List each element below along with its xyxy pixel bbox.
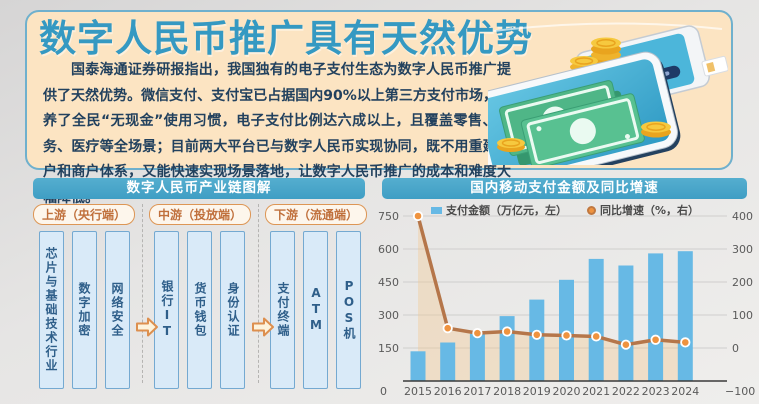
legend-marker-dot-icon — [586, 205, 596, 215]
chain-item-label: 网络安全 — [110, 282, 124, 338]
svg-text:−100: −100 — [725, 385, 755, 398]
svg-text:2021: 2021 — [582, 385, 610, 398]
chain-items: 芯片与基础技术行业 数字加密 网络安全 — [38, 231, 130, 389]
chain-item-label: 货币钱包 — [192, 282, 207, 338]
chain-title: 数字人民币产业链图解 — [126, 180, 272, 196]
arrow-right-icon — [136, 317, 159, 337]
chain-item: ATM — [303, 231, 329, 389]
chain-item: 银行IT — [154, 231, 180, 389]
banknotes-icon — [499, 80, 645, 165]
intro-panel: 数字人民币推广具有天然优势 国泰海通证券研报指出，我国独有的电子支付生态为数字人… — [25, 10, 733, 206]
chain-item-label: 数字加密 — [77, 282, 91, 338]
chain-item-label: 支付终端 — [275, 282, 290, 338]
chain-title-bar: 数字人民币产业链图解 — [33, 178, 365, 199]
chain-group-label: 中游（投放端） — [148, 204, 251, 225]
arrow-right-icon — [252, 317, 274, 337]
svg-text:0: 0 — [732, 342, 739, 355]
chain-groups: 上游（央行端） 芯片与基础技术行业 数字加密 网络安全 中游（投放端） 银行IT 货币钱包 身… — [25, 199, 373, 389]
intro-paragraph: 国泰海通证券研报指出，我国独有的电子支付生态为数字人民币推广提供了天然优势。微信… — [43, 62, 511, 206]
legend-item: 同比增速（%，右） — [586, 202, 700, 218]
svg-text:150: 150 — [378, 342, 399, 355]
svg-text:2017: 2017 — [463, 385, 491, 398]
chain-item: 网络安全 — [104, 231, 130, 389]
svg-text:2024: 2024 — [671, 385, 699, 398]
chain-item: 身份认证 — [220, 231, 246, 389]
group-separator — [251, 204, 274, 389]
chain-item-label: 银行IT — [159, 280, 174, 340]
legend-label: 同比增速（%，右） — [599, 204, 700, 217]
legend-item: 支付金额（万亿元，左） — [430, 202, 567, 218]
svg-text:2015: 2015 — [404, 385, 432, 398]
svg-text:300: 300 — [732, 243, 753, 256]
mobile-payment-chart-panel: 国内移动支付金额及同比增速 支付金额（万亿元，左） 同比增速（%，右） 0 150 3… — [375, 178, 755, 402]
svg-text:750: 750 — [378, 210, 399, 223]
chain-item-label: ATM — [308, 286, 323, 334]
svg-text:450: 450 — [378, 276, 399, 289]
svg-text:300: 300 — [378, 309, 399, 322]
svg-text:0: 0 — [380, 385, 387, 398]
svg-text:2016: 2016 — [434, 385, 462, 398]
chain-item-label: 身份认证 — [225, 282, 240, 338]
svg-text:400: 400 — [732, 210, 753, 223]
chain-item: 支付终端 — [270, 231, 296, 389]
chain-item: POS机 — [336, 231, 362, 389]
chart-legend: 支付金额（万亿元，左） 同比增速（%，右） — [375, 202, 755, 218]
legend-swatch-bar-icon — [430, 206, 442, 214]
chain-item: 货币钱包 — [187, 231, 213, 389]
gold-coin-icon — [497, 121, 671, 152]
front-phone-icon — [488, 51, 681, 165]
phones-money-illustration — [488, 22, 728, 165]
svg-text:200: 200 — [732, 276, 753, 289]
chart-title-bar: 国内移动支付金额及同比增速 — [382, 178, 747, 199]
chain-item-label: POS机 — [341, 279, 356, 341]
svg-text:2019: 2019 — [523, 385, 551, 398]
chain-items: 银行IT 货币钱包 身份认证 — [154, 231, 246, 389]
chain-group-label: 上游（央行端） — [33, 204, 136, 225]
svg-text:100: 100 — [732, 309, 753, 322]
svg-text:2022: 2022 — [612, 385, 640, 398]
payment-chart: 0 150 300 450 600 750 −100 0 100 200 300 400 2015 201… — [375, 210, 755, 400]
chain-item: 数字加密 — [71, 231, 97, 389]
chart-title: 国内移动支付金额及同比增速 — [470, 180, 659, 196]
chain-group: 中游（投放端） 银行IT 货币钱包 身份认证 — [148, 204, 251, 389]
chain-group: 下游（流通端） 支付终端 ATM POS机 — [264, 204, 367, 389]
chain-item-label: 芯片与基础技术行业 — [44, 247, 58, 373]
svg-text:2020: 2020 — [553, 385, 581, 398]
chain-item: 芯片与基础技术行业 — [38, 231, 64, 389]
legend-label: 支付金额（万亿元，左） — [445, 204, 567, 217]
chain-group: 上游（央行端） 芯片与基础技术行业 数字加密 网络安全 — [33, 204, 136, 389]
page-title: 数字人民币推广具有天然优势 — [39, 17, 533, 60]
chain-items: 支付终端 ATM POS机 — [270, 231, 362, 389]
group-separator — [135, 204, 159, 389]
industry-chain-panel: 数字人民币产业链图解 上游（央行端） 芯片与基础技术行业 数字加密 网络安全 中游（投放… — [25, 178, 373, 402]
svg-text:600: 600 — [378, 243, 399, 256]
svg-text:2018: 2018 — [493, 385, 521, 398]
chain-group-label: 下游（流通端） — [264, 204, 367, 225]
svg-text:2023: 2023 — [642, 385, 670, 398]
